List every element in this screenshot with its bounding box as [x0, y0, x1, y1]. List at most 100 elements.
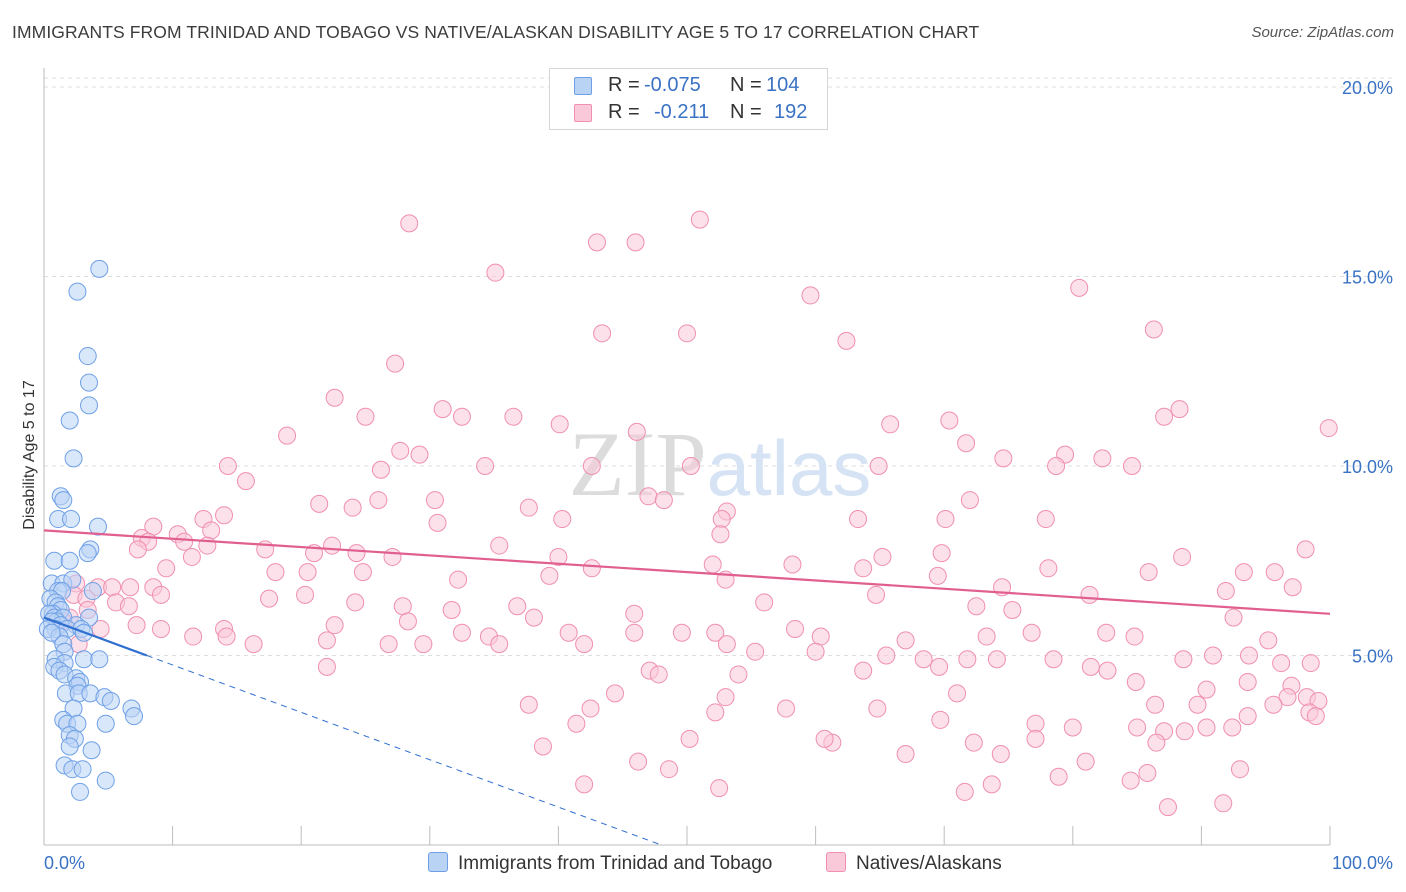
data-point-natives [1278, 688, 1297, 707]
data-point-natives [930, 657, 949, 676]
data-point-natives [703, 555, 722, 574]
data-point-natives [152, 619, 171, 638]
data-point-natives [1122, 456, 1141, 475]
data-point-natives [987, 650, 1006, 669]
series-natives-points [54, 210, 1338, 817]
data-point-natives [1319, 419, 1338, 438]
bottom-legend-trinidad: Immigrants from Trinidad and Tobago [428, 852, 772, 876]
data-point-natives [706, 623, 725, 642]
data-point-natives [678, 324, 696, 343]
data-point-natives [1125, 627, 1144, 646]
data-point-natives [1093, 449, 1112, 468]
data-point-natives [1216, 582, 1235, 601]
data-point-natives [215, 506, 234, 525]
x-tick-label-max: 100.0% [1332, 853, 1393, 873]
data-point-trinidad [60, 551, 79, 570]
data-point-trinidad [42, 623, 61, 642]
data-point-natives [1049, 767, 1068, 786]
data-point-natives [977, 627, 996, 646]
data-point-trinidad [90, 650, 109, 669]
source-label: Source: ZipAtlas.com [1251, 24, 1394, 41]
data-point-trinidad [74, 650, 93, 669]
data-point-natives [914, 650, 933, 669]
data-point-natives [1026, 714, 1045, 733]
data-point-natives [425, 491, 444, 510]
data-point-natives [627, 422, 646, 441]
data-point-natives [1128, 718, 1147, 737]
data-point-natives [550, 415, 569, 434]
data-point-natives [1265, 563, 1284, 582]
data-point-natives [659, 760, 678, 779]
data-point-natives [369, 491, 388, 510]
legend-swatch-pink [574, 104, 592, 122]
data-point-natives [383, 547, 402, 566]
data-point-natives [716, 688, 735, 707]
trend-lines [43, 529, 1331, 846]
data-point-natives [868, 699, 887, 718]
legend-r-label: R = [608, 101, 640, 123]
data-point-natives [1076, 752, 1095, 771]
data-point-natives [955, 782, 974, 801]
data-point-natives [1174, 650, 1193, 669]
bottom-legend-label-natives: Natives/Alaskans [856, 853, 1002, 874]
data-point-natives [157, 559, 176, 578]
data-point-natives [371, 460, 390, 479]
data-point-natives [298, 563, 317, 582]
data-point-natives [346, 593, 365, 612]
data-point-natives [936, 510, 955, 529]
data-point-natives [1070, 278, 1089, 297]
data-point-natives [680, 729, 699, 748]
data-point-natives [1146, 695, 1165, 714]
data-point-natives [236, 472, 255, 491]
data-point-natives [786, 619, 805, 638]
legend-swatch-blue [574, 77, 592, 95]
data-point-trinidad [64, 449, 83, 468]
data-point-natives [1170, 400, 1189, 419]
data-point-natives [710, 779, 729, 798]
data-point-natives [1003, 601, 1022, 620]
data-point-natives [347, 544, 366, 563]
bottom-legend-label-trinidad: Immigrants from Trinidad and Tobago [458, 853, 773, 874]
data-point-natives [549, 547, 568, 566]
data-point-natives [967, 597, 986, 616]
data-point-natives [991, 745, 1010, 764]
data-point-natives [896, 745, 915, 764]
data-point-natives [593, 324, 612, 343]
watermark-atlas: atlas [707, 424, 872, 512]
data-point-natives [1047, 456, 1066, 475]
data-point-natives [869, 456, 888, 475]
x-tick-labels: 0.0% 100.0% [44, 853, 1393, 873]
data-point-natives [948, 684, 967, 703]
correlation-legend: R = -0.075 N = 104 R = -0.211 N = 192 [549, 68, 828, 130]
data-point-natives [672, 623, 691, 642]
data-point-trinidad [80, 373, 99, 392]
data-point-natives [260, 589, 279, 608]
legend-n-label: N = [730, 101, 762, 123]
data-point-natives [729, 665, 748, 684]
legend-n-label: N = [730, 74, 762, 96]
data-point-natives [629, 752, 648, 771]
data-point-natives [449, 570, 468, 589]
trend-line-natives [43, 529, 1331, 615]
legend-n-value: 192 [774, 101, 808, 123]
data-point-natives [1264, 695, 1283, 714]
data-point-natives [452, 623, 471, 642]
bottom-legend-natives: Natives/Alaskans [826, 852, 1002, 876]
data-point-natives [1223, 718, 1242, 737]
legend-r-label: R = [608, 74, 640, 96]
data-point-natives [310, 494, 329, 513]
data-point-natives [152, 585, 171, 604]
data-point-natives [639, 487, 658, 506]
data-point-natives [325, 616, 344, 635]
data-point-natives [1036, 510, 1055, 529]
data-point-natives [386, 354, 405, 373]
data-point-natives [881, 415, 900, 434]
data-point-natives [1121, 771, 1140, 790]
data-point-natives [433, 400, 452, 419]
data-point-trinidad [45, 551, 64, 570]
data-point-natives [217, 627, 236, 646]
data-point-natives [1272, 654, 1291, 673]
data-point-natives [815, 729, 834, 748]
data-point-natives [567, 714, 586, 733]
